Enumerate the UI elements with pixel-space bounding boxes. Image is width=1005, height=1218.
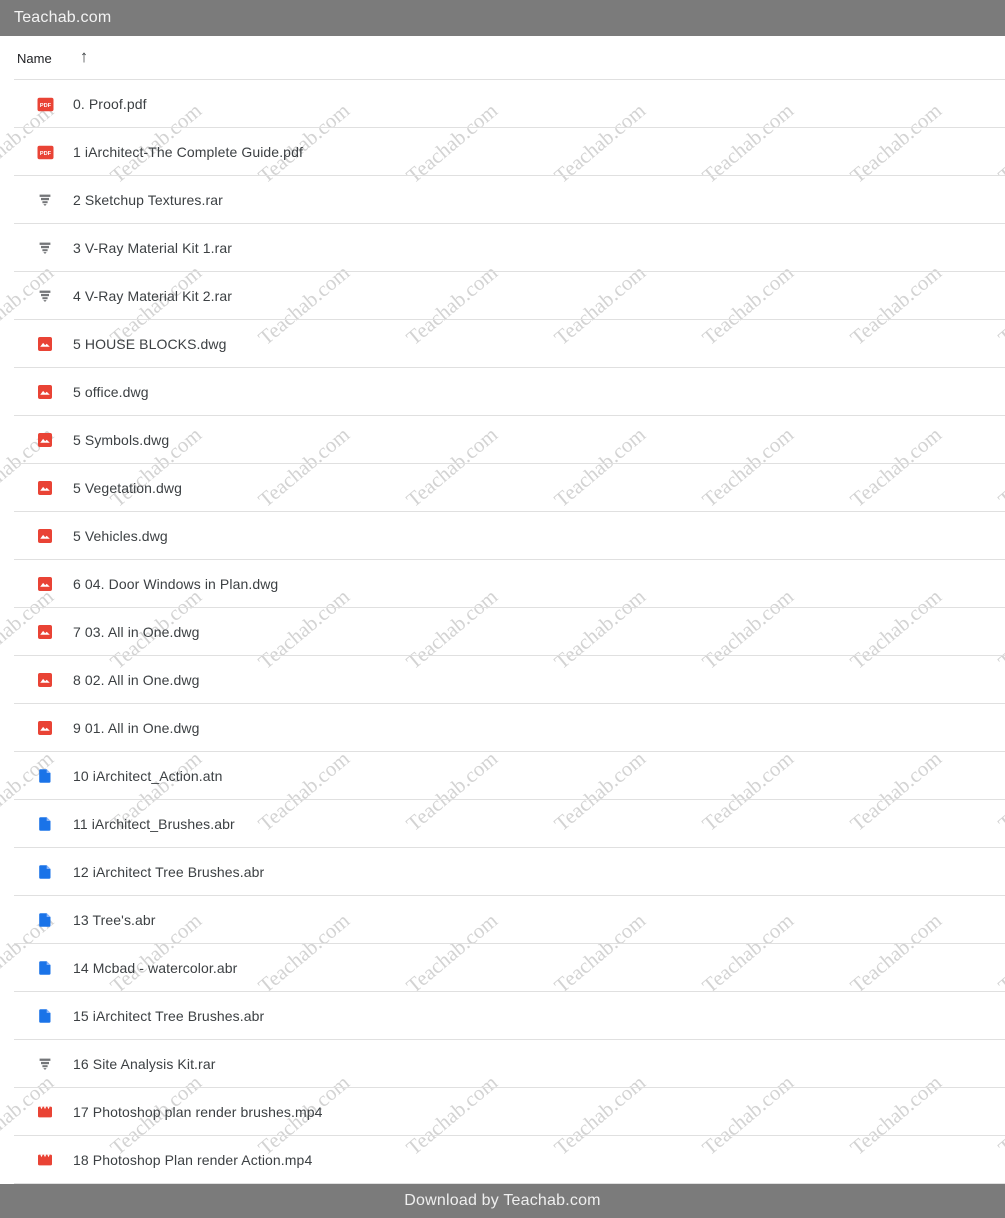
file-name: 5 Vegetation.dwg [73, 480, 183, 496]
pdf-icon: PDF [37, 144, 54, 161]
table-row[interactable]: 8 02. All in One.dwg [0, 656, 1005, 704]
file-name: 11 iArchitect_Brushes.abr [73, 816, 235, 832]
archive-icon [37, 1056, 54, 1073]
file-name: 12 iArchitect Tree Brushes.abr [73, 864, 265, 880]
table-row[interactable]: 10 iArchitect_Action.atn [0, 752, 1005, 800]
table-row[interactable]: 13 Tree's.abr [0, 896, 1005, 944]
file-name: 5 Vehicles.dwg [73, 528, 168, 544]
file-name: 5 HOUSE BLOCKS.dwg [73, 336, 227, 352]
file-name: 2 Sketchup Textures.rar [73, 192, 223, 208]
table-row[interactable]: 16 Site Analysis Kit.rar [0, 1040, 1005, 1088]
table-row[interactable]: 5 office.dwg [0, 368, 1005, 416]
sort-ascending-icon[interactable]: ↑ [79, 47, 89, 66]
archive-icon [37, 192, 54, 209]
svg-text:PDF: PDF [40, 150, 52, 156]
archive-icon [37, 288, 54, 305]
image-icon [37, 672, 54, 689]
column-header-name[interactable]: Name [17, 50, 52, 66]
image-icon [37, 432, 54, 449]
rows-container: PDF 0. Proof.pdf PDF 1 iArchitect-The Co… [0, 80, 1005, 1184]
top-banner: Teachab.com [0, 0, 1005, 36]
file-name: 7 03. All in One.dwg [73, 624, 200, 640]
image-icon [37, 720, 54, 737]
pdf-icon: PDF [37, 96, 54, 113]
table-row[interactable]: PDF 0. Proof.pdf [0, 80, 1005, 128]
image-icon [37, 528, 54, 545]
site-title: Teachab.com [14, 9, 112, 26]
table-row[interactable]: 12 iArchitect Tree Brushes.abr [0, 848, 1005, 896]
file-name: 17 Photoshop plan render brushes.mp4 [73, 1104, 323, 1120]
file-icon [37, 1008, 54, 1025]
file-name: 3 V-Ray Material Kit 1.rar [73, 240, 232, 256]
footer-banner: Download by Teachab.com [0, 1184, 1005, 1218]
table-row[interactable]: 5 HOUSE BLOCKS.dwg [0, 320, 1005, 368]
image-icon [37, 576, 54, 593]
file-name: 5 office.dwg [73, 384, 149, 400]
table-row[interactable]: 5 Vegetation.dwg [0, 464, 1005, 512]
image-icon [37, 384, 54, 401]
video-icon [37, 1152, 54, 1169]
file-icon [37, 960, 54, 977]
table-row[interactable]: 18 Photoshop Plan render Action.mp4 [0, 1136, 1005, 1184]
file-list: Name ↑ PDF 0. Proof.pdf PDF 1 iArchitect… [0, 36, 1005, 1184]
table-row[interactable]: 15 iArchitect Tree Brushes.abr [0, 992, 1005, 1040]
image-icon [37, 336, 54, 353]
file-name: 9 01. All in One.dwg [73, 720, 200, 736]
table-row[interactable]: 14 Mcbad - watercolor.abr [0, 944, 1005, 992]
table-row[interactable]: 5 Symbols.dwg [0, 416, 1005, 464]
table-row[interactable]: 4 V-Ray Material Kit 2.rar [0, 272, 1005, 320]
file-name: 15 iArchitect Tree Brushes.abr [73, 1008, 265, 1024]
table-row[interactable]: 7 03. All in One.dwg [0, 608, 1005, 656]
list-header: Name ↑ [0, 36, 1005, 80]
image-icon [37, 624, 54, 641]
table-row[interactable]: 5 Vehicles.dwg [0, 512, 1005, 560]
video-icon [37, 1104, 54, 1121]
table-row[interactable]: 2 Sketchup Textures.rar [0, 176, 1005, 224]
file-name: 13 Tree's.abr [73, 912, 156, 928]
svg-text:PDF: PDF [40, 102, 52, 108]
file-icon [37, 912, 54, 929]
table-row[interactable]: 17 Photoshop plan render brushes.mp4 [0, 1088, 1005, 1136]
file-name: 18 Photoshop Plan render Action.mp4 [73, 1152, 313, 1168]
file-icon [37, 864, 54, 881]
footer-text: Download by Teachab.com [404, 1192, 601, 1209]
file-name: 5 Symbols.dwg [73, 432, 170, 448]
file-name: 10 iArchitect_Action.atn [73, 768, 223, 784]
table-row[interactable]: 9 01. All in One.dwg [0, 704, 1005, 752]
table-row[interactable]: PDF 1 iArchitect-The Complete Guide.pdf [0, 128, 1005, 176]
file-icon [37, 816, 54, 833]
file-name: 16 Site Analysis Kit.rar [73, 1056, 216, 1072]
file-name: 0. Proof.pdf [73, 96, 147, 112]
file-name: 8 02. All in One.dwg [73, 672, 200, 688]
image-icon [37, 480, 54, 497]
table-row[interactable]: 6 04. Door Windows in Plan.dwg [0, 560, 1005, 608]
file-name: 14 Mcbad - watercolor.abr [73, 960, 238, 976]
file-icon [37, 768, 54, 785]
table-row[interactable]: 3 V-Ray Material Kit 1.rar [0, 224, 1005, 272]
file-name: 6 04. Door Windows in Plan.dwg [73, 576, 279, 592]
file-name: 4 V-Ray Material Kit 2.rar [73, 288, 232, 304]
table-row[interactable]: 11 iArchitect_Brushes.abr [0, 800, 1005, 848]
archive-icon [37, 240, 54, 257]
file-name: 1 iArchitect-The Complete Guide.pdf [73, 144, 303, 160]
